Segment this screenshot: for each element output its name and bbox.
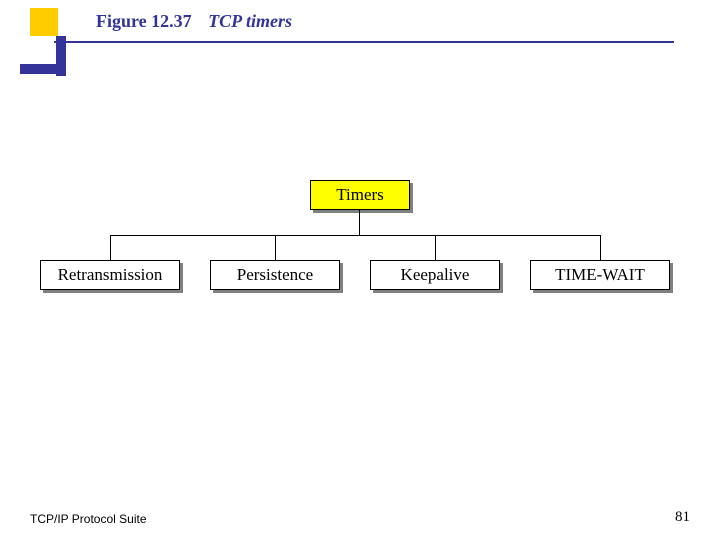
tree-root-label: Timers: [310, 180, 410, 210]
tree-child-persistence: Persistence: [210, 260, 340, 290]
connector-stem: [359, 210, 360, 235]
tree-child-label: Keepalive: [370, 260, 500, 290]
tree-root: Timers: [310, 180, 410, 210]
tree-child-label: TIME-WAIT: [530, 260, 670, 290]
tree-child-retransmission: Retransmission: [40, 260, 180, 290]
figure-number: Figure 12.37: [96, 11, 192, 31]
page-number: 81: [675, 509, 690, 526]
figure-title: Figure 12.37 TCP timers: [90, 11, 298, 32]
connector-drop-1: [110, 235, 111, 260]
tree-child-label: Persistence: [210, 260, 340, 290]
decoration-yellow: [30, 8, 58, 36]
decoration-blue-horizontal: [20, 64, 66, 74]
connector-drop-4: [600, 235, 601, 260]
connector-drop-3: [435, 235, 436, 260]
connector-bus: [110, 235, 600, 236]
corner-decoration: [0, 0, 80, 90]
tree-child-timewait: TIME-WAIT: [530, 260, 670, 290]
title-rule: [54, 41, 674, 43]
tree-child-keepalive: Keepalive: [370, 260, 500, 290]
tree-child-label: Retransmission: [40, 260, 180, 290]
connector-drop-2: [275, 235, 276, 260]
footer-source: TCP/IP Protocol Suite: [30, 512, 147, 526]
figure-caption: TCP timers: [208, 11, 292, 31]
